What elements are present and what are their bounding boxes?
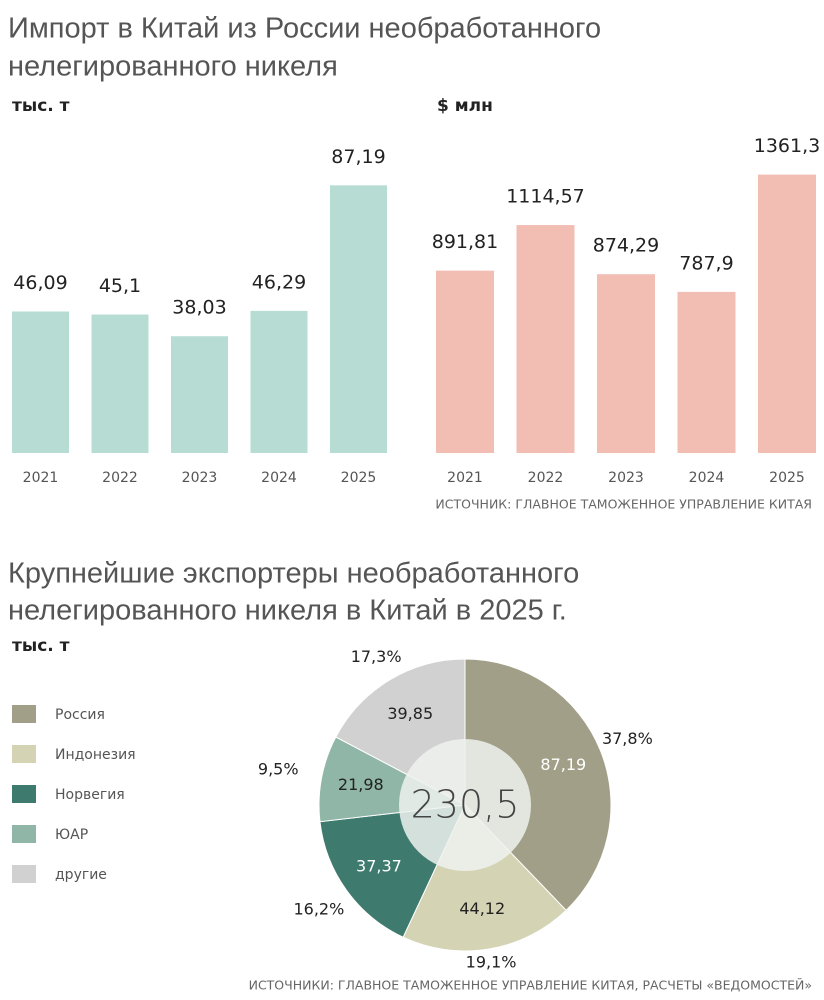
value-label: 46,29 <box>252 271 306 293</box>
source: ИСТОЧНИКИ: ГЛАВНОЕ ТАМОЖЕННОЕ УПРАВЛЕНИЕ… <box>249 978 812 993</box>
bar <box>250 310 308 453</box>
share-label: 17,3% <box>351 647 402 666</box>
x-tick-label: 2021 <box>447 470 483 486</box>
value-label: 21,98 <box>338 775 384 794</box>
bar <box>436 270 494 453</box>
donut-slice <box>402 804 567 952</box>
legend-label: Норвегия <box>55 787 125 803</box>
x-tick-label: 2024 <box>689 470 725 486</box>
bar <box>597 274 655 453</box>
total-label: 230,5 <box>411 783 520 827</box>
title-line: Крупнейшие экспортеры необработанного <box>8 558 579 590</box>
share-label: 16,2% <box>293 900 344 919</box>
value-label: 1361,3 <box>754 135 820 157</box>
unit-label: тыс. т <box>12 96 70 116</box>
donut-slice <box>464 658 612 912</box>
legend-label: Индонезия <box>55 747 136 763</box>
x-tick-label: 2025 <box>769 470 805 486</box>
unit-label: $ млн <box>437 96 493 116</box>
bar <box>330 185 387 453</box>
bar <box>91 314 149 453</box>
x-tick-label: 2021 <box>23 470 59 486</box>
value-label: 1114,57 <box>506 186 585 208</box>
x-tick-label: 2023 <box>182 470 218 486</box>
title-line: нелегированного никеля в Китай в 2025 г. <box>8 595 567 627</box>
bar <box>677 291 736 453</box>
legend-label: другие <box>55 867 107 883</box>
value-label: 891,81 <box>432 231 498 253</box>
legend-swatch <box>12 785 36 803</box>
x-tick-label: 2024 <box>261 470 297 486</box>
share-label: 9,5% <box>258 760 299 779</box>
value-label: 787,9 <box>679 252 733 274</box>
value-label: 46,09 <box>13 272 67 294</box>
legend-label: ЮАР <box>55 827 88 843</box>
donut-center <box>399 739 531 871</box>
share-label: 19,1% <box>466 952 517 971</box>
value-label: 874,29 <box>593 235 659 257</box>
legend-swatch <box>12 705 36 723</box>
bar <box>758 174 816 454</box>
x-tick-label: 2022 <box>528 470 564 486</box>
title-line: Импорт в Китай из России необработанного <box>8 13 601 45</box>
legend-swatch <box>12 825 36 843</box>
value-label: 87,19 <box>540 755 586 774</box>
value-label: 38,03 <box>172 297 226 319</box>
x-tick-label: 2022 <box>102 470 138 486</box>
source: ИСТОЧНИК: ГЛАВНОЕ ТАМОЖЕННОЕ УПРАВЛЕНИЕ … <box>435 497 812 512</box>
share-label: 37,8% <box>602 729 653 748</box>
bar <box>516 225 575 453</box>
x-tick-label: 2025 <box>341 470 377 486</box>
title-line: нелегированного никеля <box>8 51 338 83</box>
legend-label: Россия <box>55 707 105 723</box>
unit-label: тыс. т <box>12 636 70 656</box>
bar <box>171 336 228 453</box>
bar <box>12 311 69 453</box>
value-label: 37,37 <box>356 856 402 875</box>
legend-swatch <box>12 865 36 883</box>
value-label: 44,12 <box>459 899 505 918</box>
value-label: 39,85 <box>387 704 433 723</box>
x-tick-label: 2023 <box>608 470 644 486</box>
value-label: 87,19 <box>331 146 385 168</box>
value-label: 45,1 <box>99 275 141 297</box>
legend-swatch <box>12 745 36 763</box>
